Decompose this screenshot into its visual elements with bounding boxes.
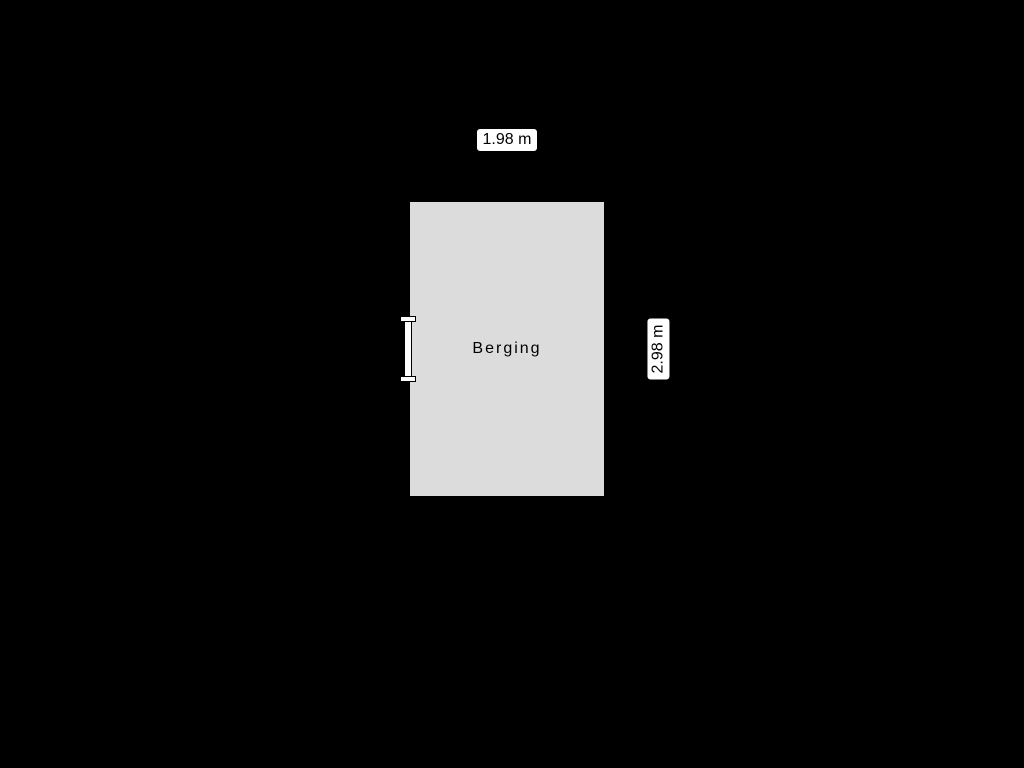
door-icon <box>404 320 412 378</box>
door-cap-bottom <box>400 376 416 382</box>
dimension-height-label: 2.98 m <box>646 318 670 381</box>
door-cap-top <box>400 316 416 322</box>
room-label: Berging <box>472 340 541 358</box>
room-berging: Berging <box>408 200 606 498</box>
dimension-width-label: 1.98 m <box>476 128 539 152</box>
